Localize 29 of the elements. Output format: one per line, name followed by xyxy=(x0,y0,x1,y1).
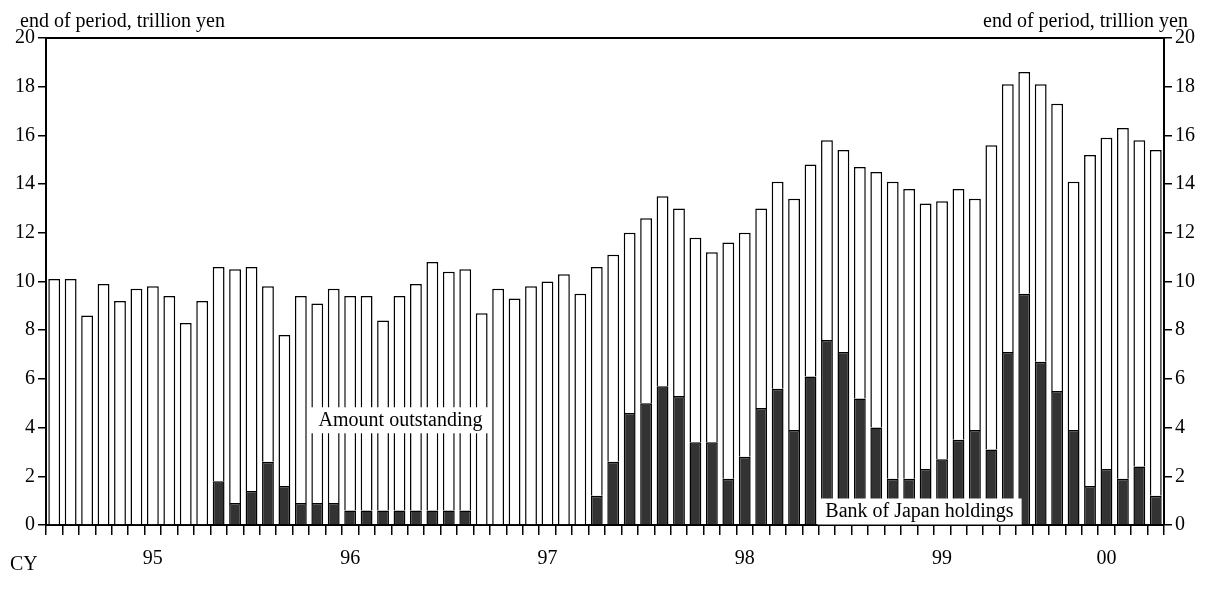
y-tick-label: 16 xyxy=(15,122,35,145)
y2-tick-label: 6 xyxy=(1175,366,1185,389)
x-tick-label: 99 xyxy=(932,546,953,569)
y2-tick-label: 4 xyxy=(1175,414,1185,437)
y-tick-label: 0 xyxy=(25,512,35,535)
y2-tick-label: 16 xyxy=(1175,122,1195,145)
y2-tick-label: 10 xyxy=(1175,268,1195,291)
y2-tick-label: 18 xyxy=(1175,73,1195,96)
x-tick-label: 00 xyxy=(1096,546,1117,569)
y-tick-label: 2 xyxy=(25,463,35,486)
y2-tick-label: 12 xyxy=(1175,220,1195,243)
x-axis-title: CY xyxy=(10,552,38,575)
y-tick-label: 10 xyxy=(15,268,35,291)
y2-tick-label: 2 xyxy=(1175,463,1185,486)
y-tick-label: 14 xyxy=(15,171,35,194)
series-label: Amount outstanding xyxy=(318,407,483,431)
y2-tick-label: 14 xyxy=(1175,171,1195,194)
y2-tick-label: 8 xyxy=(1175,317,1185,340)
y-tick-label: 8 xyxy=(25,317,35,340)
x-tick-label: 96 xyxy=(340,546,361,569)
y-tick-label: 4 xyxy=(25,414,35,437)
y2-tick-label: 0 xyxy=(1175,512,1185,535)
x-tick-label: 98 xyxy=(734,546,755,569)
y-tick-label: 18 xyxy=(15,73,35,96)
y-tick-label: 6 xyxy=(25,366,35,389)
y-tick-label: 12 xyxy=(15,220,35,243)
x-tick-label: 95 xyxy=(142,546,163,569)
series-label: Bank of Japan holdings xyxy=(825,498,1014,522)
x-tick-label: 97 xyxy=(537,546,558,569)
